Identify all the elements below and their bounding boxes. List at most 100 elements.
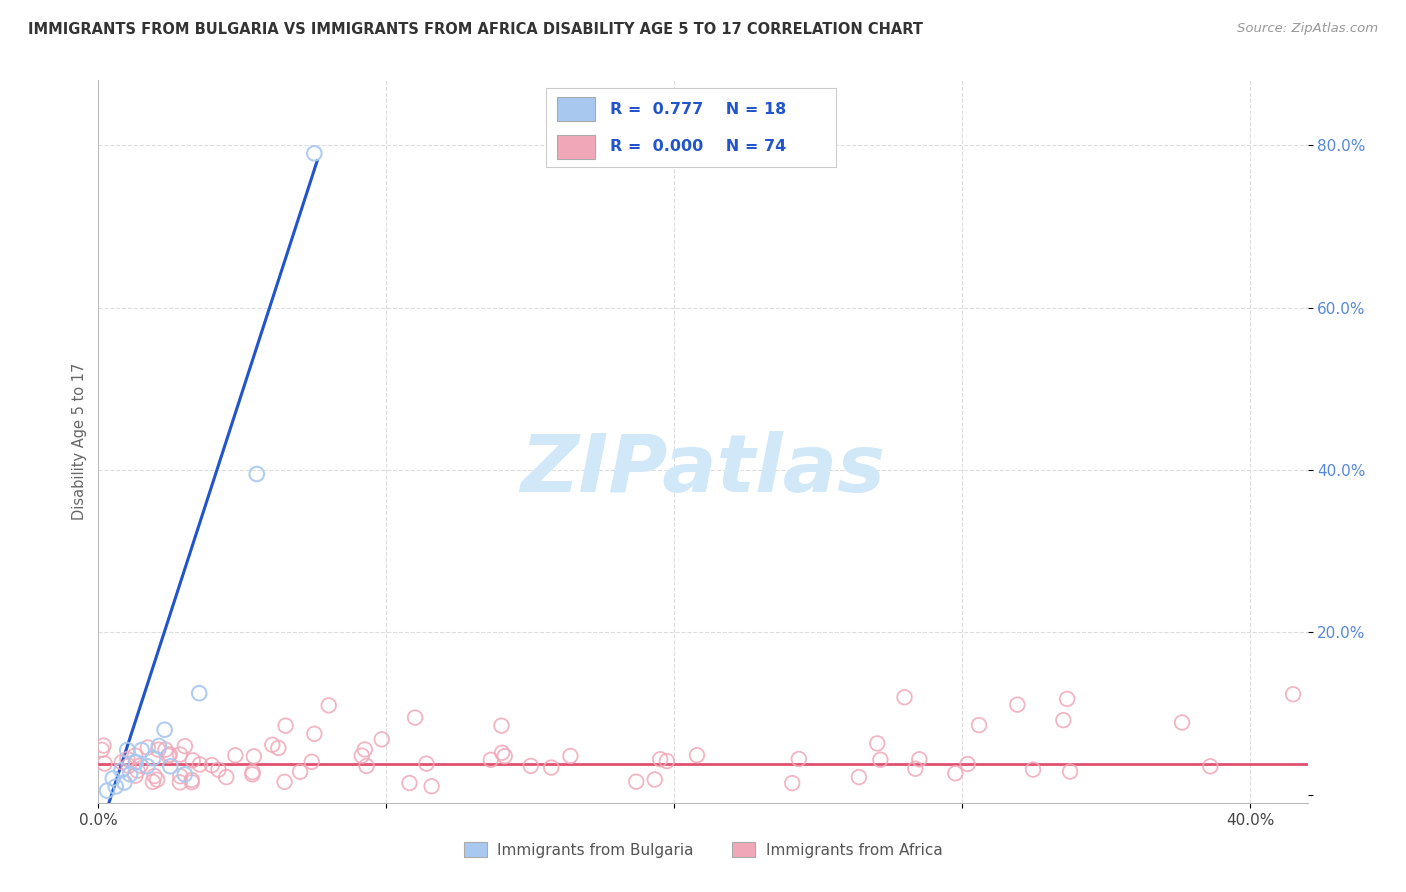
Point [125,755,148,769]
Point [153,723,176,737]
Point [655,754,678,768]
Point [112,775,135,789]
Point [904,762,927,776]
Point [943,766,966,780]
Point [169,747,191,762]
Point [1282,687,1305,701]
Point [371,732,394,747]
Point [201,758,224,772]
Point [159,747,181,762]
Point [224,748,246,763]
Point [1059,764,1081,779]
Point [301,755,323,769]
Point [173,767,195,781]
Text: IMMIGRANTS FROM BULGARIA VS IMMIGRANTS FROM AFRICA DISABILITY AGE 5 TO 17 CORREL: IMMIGRANTS FROM BULGARIA VS IMMIGRANTS F… [28,22,924,37]
Point [246,467,269,481]
Point [142,751,165,765]
Point [111,755,134,769]
Y-axis label: Disability Age 5 to 17: Disability Age 5 to 17 [72,363,87,520]
Point [180,772,202,787]
Point [956,756,979,771]
Point [240,767,263,781]
Point [262,738,284,752]
Point [420,779,443,793]
Point [967,718,990,732]
Point [90,743,112,757]
Point [180,775,202,789]
Point [155,742,177,756]
Point [243,749,266,764]
Point [115,743,138,757]
Point [207,763,229,777]
Point [350,748,373,763]
Point [624,774,647,789]
Point [520,759,543,773]
Point [127,764,149,778]
Point [1052,713,1074,727]
Point [174,739,197,754]
Point [274,719,297,733]
Point [148,739,170,753]
Point [129,758,152,772]
Point [644,772,666,787]
Point [304,146,326,161]
Point [215,770,238,784]
Point [131,743,153,757]
Point [188,757,211,772]
Point [787,752,810,766]
Point [893,690,915,705]
Point [866,736,889,750]
Point [101,772,124,786]
Point [415,756,437,771]
Point [110,764,132,778]
Point [188,686,211,700]
Point [117,752,139,766]
Point [273,774,295,789]
Point [93,739,115,753]
Point [148,742,170,756]
Point [267,740,290,755]
Point [1022,763,1045,777]
Point [288,764,311,779]
Point [124,748,146,763]
Point [650,752,672,766]
Point [848,770,870,784]
Point [353,742,375,756]
Point [146,772,169,787]
Point [136,740,159,755]
Point [120,767,142,781]
Point [181,753,204,767]
Point [96,783,118,797]
Point [780,776,803,790]
Point [356,759,378,773]
Point [1056,691,1078,706]
Text: ZIPatlas: ZIPatlas [520,432,886,509]
Legend: Immigrants from Bulgaria, Immigrants from Africa: Immigrants from Bulgaria, Immigrants fro… [457,836,949,863]
Point [136,759,159,773]
Point [404,710,426,724]
Point [143,769,166,783]
Point [869,753,891,767]
Point [117,758,139,772]
Point [398,776,420,790]
Point [540,760,562,774]
Point [1007,698,1029,712]
Point [494,749,516,764]
Point [242,765,264,780]
Point [304,727,326,741]
Point [157,748,180,763]
Point [104,780,127,794]
Point [1171,715,1194,730]
Point [491,746,513,760]
Point [142,775,165,789]
Point [560,748,582,763]
Point [908,752,931,766]
Text: Source: ZipAtlas.com: Source: ZipAtlas.com [1237,22,1378,36]
Point [93,756,115,771]
Point [169,775,191,789]
Point [1199,759,1222,773]
Point [159,759,181,773]
Point [686,748,709,763]
Point [479,753,502,767]
Point [318,698,340,713]
